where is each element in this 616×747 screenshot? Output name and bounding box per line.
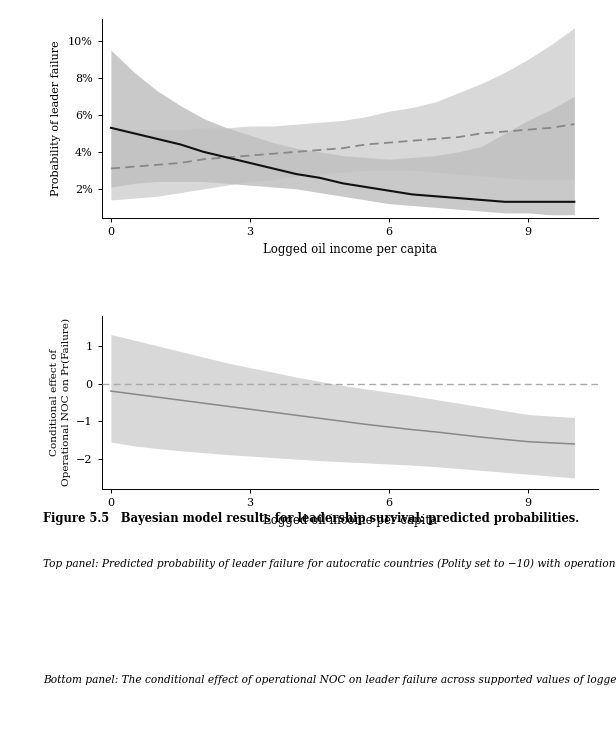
Y-axis label: Conditional effect of
Operational NOC on Pr(Failure): Conditional effect of Operational NOC on… — [49, 318, 71, 486]
Text: Figure 5.5 Bayesian model results for leadership survival: predicted probabiliti: Figure 5.5 Bayesian model results for le… — [43, 512, 579, 524]
X-axis label: Logged oil income per capita: Logged oil income per capita — [262, 514, 437, 527]
X-axis label: Logged oil income per capita: Logged oil income per capita — [262, 243, 437, 256]
Y-axis label: Probability of leader failure: Probability of leader failure — [51, 41, 61, 196]
Text: Top panel: Predicted probability of leader failure for autocratic countries (Pol: Top panel: Predicted probability of lead… — [43, 559, 616, 569]
Text: Bottom panel: The conditional effect of operational NOC on leader failure across: Bottom panel: The conditional effect of … — [43, 675, 616, 684]
